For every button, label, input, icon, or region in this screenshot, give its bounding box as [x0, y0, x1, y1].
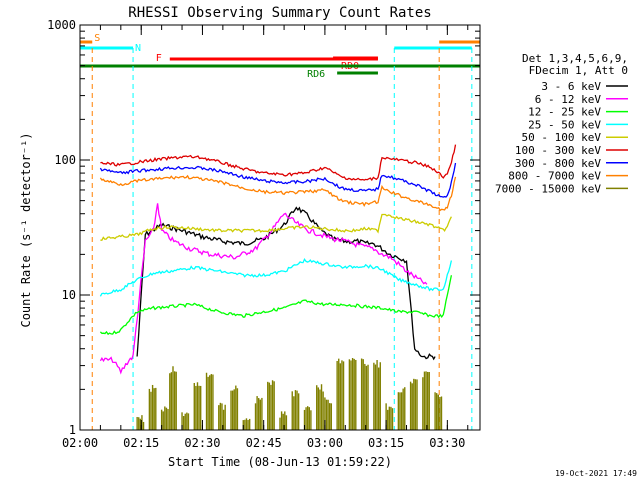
series-line-7 [99, 174, 457, 212]
flag-label-s: S [94, 33, 100, 44]
x-tick-label-4: 03:00 [307, 436, 343, 450]
flag-label-rd6: RD6 [307, 69, 325, 80]
series-line-2 [99, 275, 453, 336]
series-line-4 [100, 213, 452, 241]
y-tick-label-0: 1 [69, 423, 76, 437]
axes: 02:00 02:15 02:30 02:45 03:00 03:15 03:30 1 10 10… [47, 18, 481, 450]
chart-title: RHESSI Observing Summary Count Rates [128, 5, 431, 21]
legend-label-0: 3 - 6 keV [541, 80, 601, 93]
y-tick-label-1: 10 [62, 288, 76, 302]
flag-bars: SNFRD0RD6 [80, 33, 480, 80]
legend: Det 1,3,4,5,6,9,FDecim 1, Att 0 3 - 6 keV… [495, 52, 628, 195]
x-tick-label-6: 03:30 [429, 436, 465, 450]
mode-change-lines [91, 48, 473, 430]
y-axis-label: Count Rate (s⁻¹ detector⁻¹) [19, 132, 33, 327]
flag-label-f: F [156, 53, 162, 64]
series-line-0 [136, 206, 436, 361]
legend-header-0: Det 1,3,4,5,6,9, [522, 52, 628, 65]
series-line-3 [99, 258, 453, 297]
x-tick-label-3: 02:45 [246, 436, 282, 450]
x-tick-label-2: 02:30 [184, 436, 220, 450]
series-line-6 [99, 162, 457, 198]
plot-frame [79, 24, 481, 431]
series-line-5 [100, 144, 457, 182]
x-tick-label-5: 03:15 [368, 436, 404, 450]
legend-label-3: 25 - 50 keV [528, 118, 601, 131]
x-axis-label: Start Time (08-Jun-13 01:59:22) [168, 455, 392, 469]
timestamp: 19-Oct-2021 17:49 [555, 469, 637, 478]
series-lines [99, 144, 457, 430]
legend-label-2: 12 - 25 keV [528, 106, 601, 119]
series-line-1 [99, 203, 428, 375]
legend-label-4: 50 - 100 keV [522, 131, 602, 144]
x-tick-label-0: 02:00 [62, 436, 98, 450]
legend-label-1: 6 - 12 keV [535, 93, 602, 106]
x-tick-label-1: 02:15 [123, 436, 159, 450]
legend-header-1: FDecim 1, Att 0 [529, 64, 628, 77]
legend-label-6: 300 - 800 keV [515, 157, 601, 170]
legend-label-8: 7000 - 15000 keV [495, 182, 601, 195]
legend-label-5: 100 - 300 keV [515, 144, 601, 157]
y-tick-label-2: 100 [54, 153, 76, 167]
legend-label-7: 800 - 7000 keV [508, 170, 601, 183]
y-tick-label-3: 1000 [47, 18, 76, 32]
flag-label-n: N [135, 43, 141, 54]
